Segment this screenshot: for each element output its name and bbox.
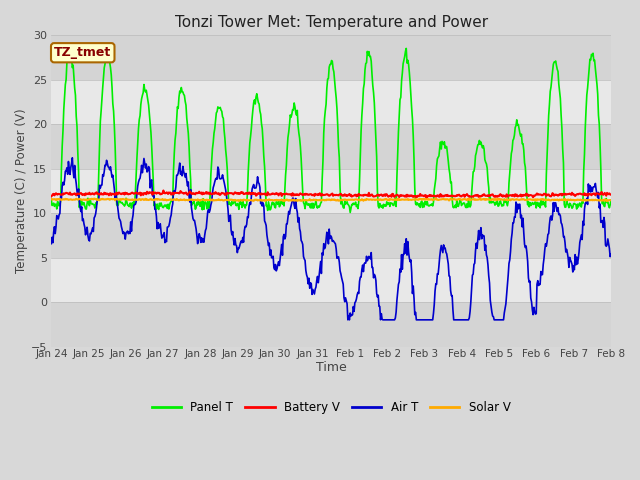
Solar V [115, 196, 123, 202]
Battery V [422, 195, 430, 201]
Panel T [202, 199, 209, 204]
Solar V [202, 198, 209, 204]
Solar V [476, 195, 484, 201]
Air T [401, 241, 408, 247]
Battery V [47, 193, 55, 199]
Bar [51, 36, 611, 80]
Line: Battery V: Battery V [51, 191, 611, 198]
Y-axis label: Temperature (C) / Power (V): Temperature (C) / Power (V) [15, 108, 28, 273]
Bar [51, 124, 611, 168]
Panel T [58, 165, 65, 171]
X-axis label: Time: Time [316, 360, 346, 373]
Solar V [399, 197, 407, 203]
Air T [344, 317, 352, 323]
Solar V [604, 198, 611, 204]
Air T [417, 317, 425, 323]
Bar [51, 258, 611, 302]
Battery V [202, 189, 210, 195]
Panel T [403, 46, 410, 51]
Air T [116, 217, 124, 223]
Air T [68, 155, 76, 161]
Air T [607, 252, 615, 257]
Solar V [415, 196, 423, 202]
Solar V [58, 197, 65, 203]
Line: Air T: Air T [51, 158, 611, 320]
Battery V [115, 190, 123, 195]
Air T [47, 241, 55, 247]
Battery V [417, 191, 424, 197]
Panel T [417, 199, 425, 205]
Panel T [400, 57, 408, 63]
Line: Solar V: Solar V [51, 198, 611, 201]
Text: TZ_tmet: TZ_tmet [54, 46, 111, 59]
Legend: Panel T, Battery V, Air T, Solar V: Panel T, Battery V, Air T, Solar V [147, 396, 515, 419]
Battery V [400, 193, 408, 199]
Air T [58, 195, 65, 201]
Battery V [58, 192, 65, 197]
Air T [202, 226, 210, 231]
Battery V [159, 188, 167, 193]
Bar [51, 80, 611, 124]
Panel T [115, 198, 123, 204]
Battery V [173, 190, 180, 196]
Panel T [607, 197, 615, 203]
Bar [51, 213, 611, 258]
Bar [51, 168, 611, 213]
Solar V [172, 197, 180, 203]
Battery V [607, 192, 615, 198]
Panel T [172, 130, 180, 136]
Air T [173, 172, 180, 178]
Bar [51, 302, 611, 347]
Panel T [47, 197, 55, 203]
Solar V [47, 196, 55, 202]
Line: Panel T: Panel T [51, 48, 611, 213]
Panel T [346, 210, 354, 216]
Solar V [607, 197, 615, 203]
Title: Tonzi Tower Met: Temperature and Power: Tonzi Tower Met: Temperature and Power [175, 15, 488, 30]
